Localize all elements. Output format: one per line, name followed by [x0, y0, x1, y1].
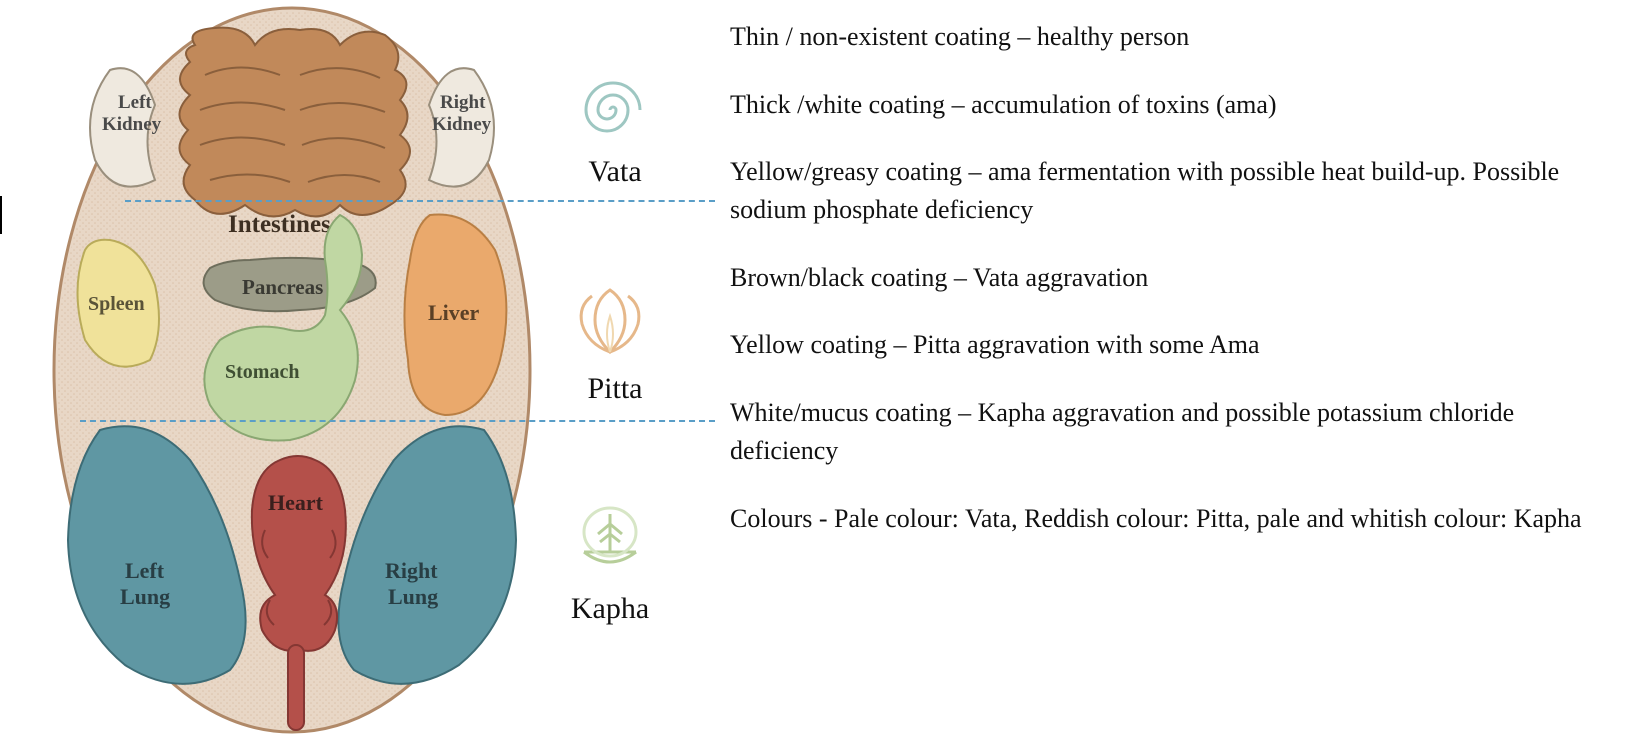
svg-text:Liver: Liver	[428, 300, 480, 325]
organ-liver: Liver	[404, 214, 506, 415]
svg-text:Right: Right	[440, 92, 486, 113]
svg-text:Pancreas: Pancreas	[242, 275, 323, 299]
organ-right-kidney: Right Kidney	[429, 68, 494, 186]
kapha-label: Kapha	[550, 592, 670, 626]
tongue-diagram: Left Kidney Right Kidney Intestines Panc…	[0, 0, 720, 752]
svg-text:Lung: Lung	[120, 584, 170, 609]
tongue-illustration: Left Kidney Right Kidney Intestines Panc…	[40, 0, 545, 752]
svg-text:Kidney: Kidney	[102, 114, 162, 135]
desc-yellow-greasy: Yellow/greasy coating – ama fermentation…	[730, 153, 1622, 228]
desc-brown-black: Brown/black coating – Vata aggravation	[730, 259, 1622, 297]
svg-text:Spleen: Spleen	[88, 293, 145, 315]
divider-pitta-kapha	[80, 420, 715, 422]
desc-thin: Thin / non-existent coating – healthy pe…	[730, 18, 1622, 56]
pitta-label: Pitta	[555, 372, 675, 406]
pitta-icon	[570, 282, 650, 362]
desc-white-mucus: White/mucus coating – Kapha aggravation …	[730, 394, 1622, 469]
vata-label: Vata	[555, 155, 675, 189]
desc-thick-white: Thick /white coating – accumulation of t…	[730, 86, 1622, 124]
vata-icon	[570, 70, 650, 150]
svg-text:Intestines: Intestines	[228, 211, 331, 238]
svg-text:Right: Right	[385, 558, 438, 583]
svg-text:Left: Left	[125, 558, 165, 583]
divider-vata-pitta	[125, 200, 715, 202]
text-cursor	[0, 196, 2, 234]
desc-colours: Colours - Pale colour: Vata, Reddish col…	[730, 500, 1622, 538]
svg-text:Heart: Heart	[268, 490, 324, 515]
svg-text:Stomach: Stomach	[225, 361, 299, 383]
svg-text:Left: Left	[118, 92, 152, 113]
svg-text:Kidney: Kidney	[432, 114, 492, 135]
desc-yellow: Yellow coating – Pitta aggravation with …	[730, 326, 1622, 364]
kapha-icon	[570, 500, 650, 580]
svg-text:Lung: Lung	[388, 584, 438, 609]
coating-descriptions: Thin / non-existent coating – healthy pe…	[720, 0, 1652, 752]
organ-intestines: Intestines	[179, 28, 410, 238]
